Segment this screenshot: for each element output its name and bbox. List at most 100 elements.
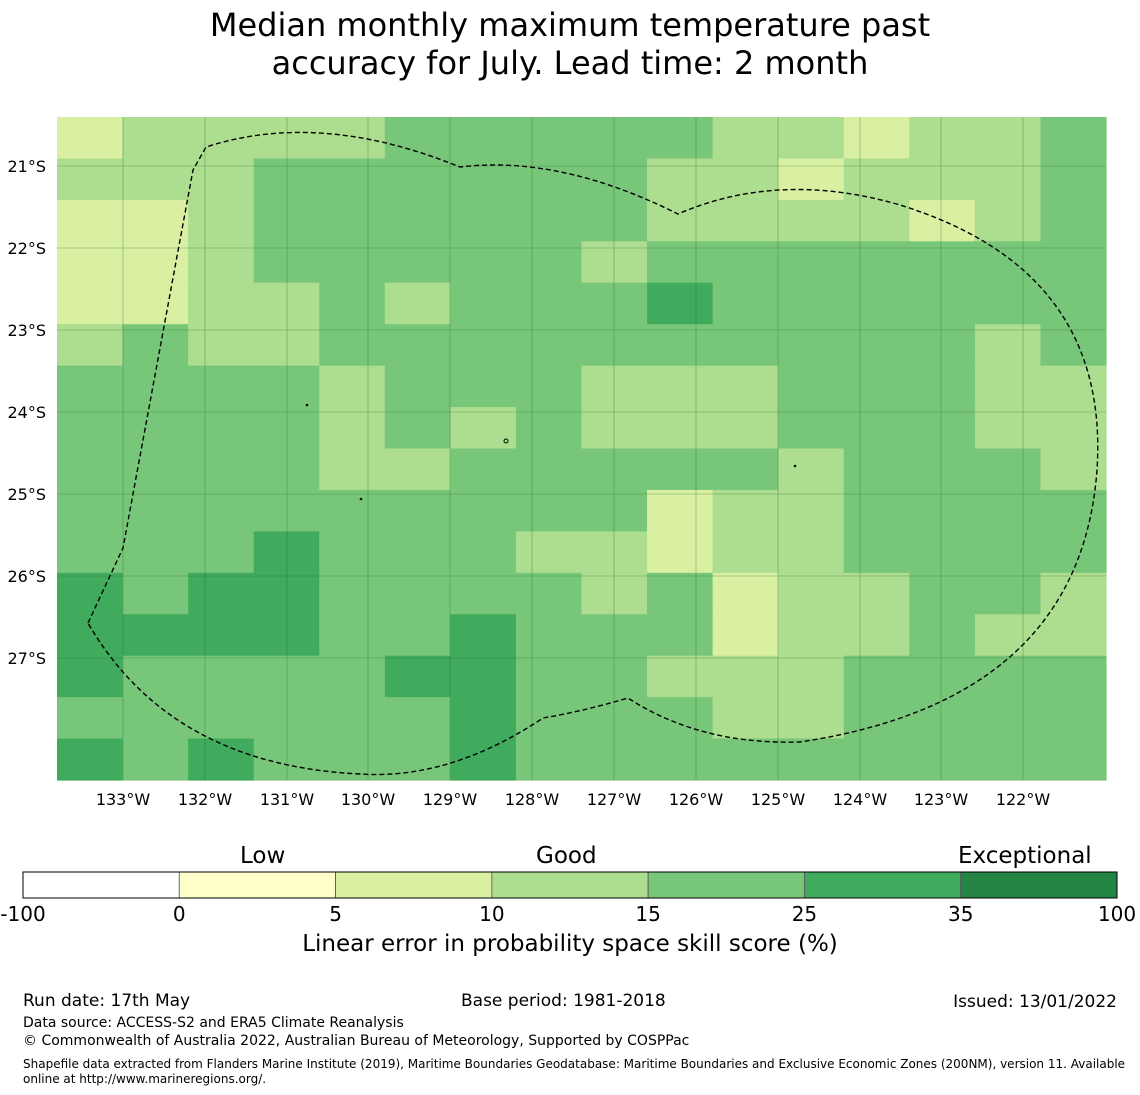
skill-cell [319,531,386,574]
island-marker [503,438,509,444]
latitude-label: 26°S [7,567,46,586]
skill-cell [515,282,583,325]
skill-cell [974,697,1042,740]
skill-cell [974,365,1042,408]
skill-cell [712,365,779,408]
skill-cell [515,655,583,698]
skill-cell [909,614,976,657]
skill-cell [515,324,583,367]
shapefile-credit: Shapefile data extracted from Flanders M… [23,1057,1126,1086]
skill-cell [450,614,517,657]
skill-cell [909,324,976,367]
skill-cell [778,489,845,532]
skill-cell [515,407,583,450]
skill-cell [647,241,714,284]
longitude-label: 127°W [587,790,642,809]
skill-cell [581,738,648,781]
skill-cell [515,241,583,284]
skill-cell [384,324,451,367]
skill-cell [319,324,386,367]
skill-cell [647,531,714,574]
skill-cell [319,407,386,450]
skill-cell [319,572,386,615]
island-marker [305,403,309,407]
skill-cell [712,407,779,450]
skill-cell [778,614,845,657]
skill-cell [450,407,517,450]
skill-cell [57,697,124,740]
skill-cell [188,117,255,160]
skill-cell [712,489,779,532]
skill-cell [778,655,845,698]
skill-cell [974,282,1042,325]
skill-cell [122,531,189,574]
latitude-label: 24°S [7,403,46,422]
colorbar-tick-label: 5 [329,902,342,926]
skill-cell [515,199,583,242]
skill-cell [647,407,714,450]
skill-cell [450,324,517,367]
longitude-label: 125°W [751,790,806,809]
skill-cell [581,117,648,160]
skill-cell [319,489,386,532]
skill-cell [909,365,976,408]
skill-cell [188,324,255,367]
skill-cell [450,531,517,574]
skill-cell [909,489,976,532]
skill-cell [974,614,1042,657]
skill-cell [778,117,845,160]
skill-cell [515,572,583,615]
skill-cell [122,572,189,615]
colorbar-segment [804,871,962,899]
skill-cell [515,158,583,201]
latitude-label: 22°S [7,239,46,258]
skill-cell [384,489,451,532]
base-period: Base period: 1981-2018 [461,991,666,1011]
skill-cell [712,531,779,574]
skill-cell [188,572,255,615]
skill-cell [843,448,910,491]
skill-cell [57,614,124,657]
skill-cell [909,241,976,284]
skill-cell [319,697,386,740]
colorbar-segment [960,871,1118,899]
skill-cell [384,655,451,698]
skill-cell [843,365,910,408]
skill-cell [515,365,583,408]
skill-cell [581,282,648,325]
skill-cell [188,282,255,325]
skill-cell [122,448,189,491]
skill-cell [778,407,845,450]
skill-cell [843,407,910,450]
skill-cells [57,117,1107,781]
skill-cell [712,241,779,284]
skill-cell [843,738,910,781]
skill-cell [778,365,845,408]
skill-cell [778,448,845,491]
skill-map: 133°W 132°W 131°W 130°W 129°W 128°W 127°W 126°W… [7,117,1107,809]
skill-cell [778,324,845,367]
skill-cell [188,158,255,201]
skill-cell [57,158,124,201]
colorbar-tick-label: 100 [1097,902,1137,926]
islands [305,403,797,501]
skill-cell [909,655,976,698]
skill-cell [57,199,124,242]
level-exceptional: Exceptional [958,843,1092,869]
skill-cell [1040,572,1107,615]
skill-cell [647,324,714,367]
skill-cell [581,241,648,284]
latitude-label: 25°S [7,485,46,504]
skill-cell [1040,324,1107,367]
skill-cell [647,489,714,532]
skill-cell [384,738,451,781]
skill-cell [319,655,386,698]
skill-cell [712,282,779,325]
latitude-label: 27°S [7,649,46,668]
skill-cell [384,448,451,491]
skill-cell [843,614,910,657]
skill-cell [647,614,714,657]
skill-cell [647,697,714,740]
longitude-label: 130°W [341,790,396,809]
skill-cell [843,199,910,242]
